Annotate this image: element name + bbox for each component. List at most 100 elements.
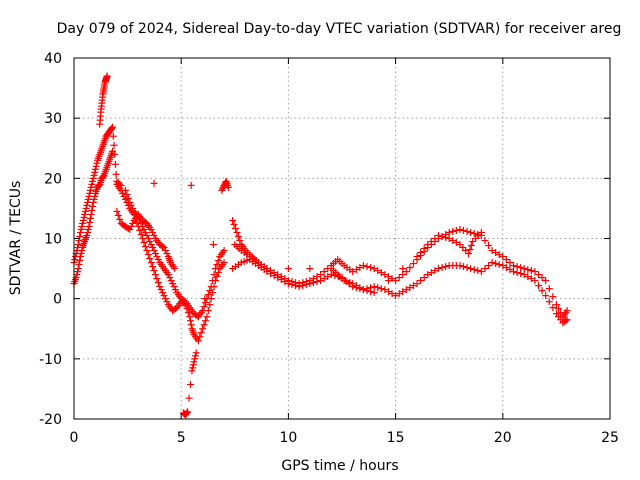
data-point	[147, 241, 155, 249]
data-point	[218, 186, 226, 194]
data-point	[292, 282, 300, 290]
y-tick-label: -20	[39, 412, 62, 428]
data-point	[302, 281, 310, 289]
data-point	[163, 250, 171, 258]
data-point	[151, 271, 159, 279]
series-trace-lower-mid	[121, 186, 228, 321]
data-point	[527, 267, 535, 275]
data-point	[370, 283, 378, 291]
data-point	[141, 243, 149, 251]
data-point	[90, 171, 98, 179]
data-point	[374, 267, 382, 275]
data-point	[194, 337, 202, 345]
y-tick-label: -10	[39, 352, 62, 368]
data-point	[545, 285, 553, 293]
data-point	[384, 277, 392, 285]
data-point	[117, 182, 125, 190]
data-point	[76, 228, 84, 236]
data-point	[154, 256, 162, 264]
data-point	[495, 261, 503, 269]
data-point	[424, 241, 432, 249]
data-point	[313, 278, 321, 286]
data-point	[284, 265, 292, 273]
data-point	[485, 262, 493, 270]
data-point	[147, 259, 155, 267]
data-point	[99, 172, 107, 180]
data-point	[399, 265, 407, 273]
data-point	[277, 276, 285, 284]
data-point	[116, 180, 124, 188]
data-point	[160, 292, 168, 300]
data-point	[86, 214, 94, 222]
data-point	[87, 210, 95, 218]
data-point	[91, 192, 99, 200]
data-point	[520, 265, 528, 273]
data-point	[77, 250, 85, 258]
series-trace-lower-start	[70, 147, 117, 288]
data-point	[149, 228, 157, 236]
data-point	[76, 257, 84, 265]
data-point	[542, 277, 550, 285]
data-point	[76, 253, 84, 261]
data-point	[80, 213, 88, 221]
data-point	[506, 259, 514, 267]
y-tick-label: 0	[53, 292, 62, 308]
data-point	[417, 249, 425, 257]
data-point	[200, 321, 208, 329]
data-point	[207, 283, 215, 291]
data-point	[153, 275, 161, 283]
data-point	[513, 269, 521, 277]
data-point	[150, 247, 158, 255]
data-point	[89, 198, 97, 206]
data-point	[306, 280, 314, 288]
series-trace-mid-late	[231, 228, 485, 297]
data-point	[129, 219, 137, 227]
series-trace-outliers	[113, 177, 232, 419]
data-point	[434, 231, 442, 239]
series-trace-upper-late	[229, 216, 571, 321]
data-point	[438, 232, 446, 240]
data-point	[91, 168, 99, 176]
data-point	[388, 290, 396, 298]
data-point	[187, 321, 195, 329]
data-point	[224, 183, 232, 191]
data-point	[409, 282, 417, 290]
data-point	[324, 273, 332, 281]
data-point	[356, 264, 364, 272]
data-point	[109, 132, 117, 140]
data-point	[93, 159, 101, 167]
data-point	[82, 204, 90, 212]
data-point	[199, 307, 207, 315]
data-point	[229, 216, 237, 224]
data-point	[402, 286, 410, 294]
data-point	[212, 265, 220, 273]
data-point	[349, 280, 357, 288]
data-point	[374, 284, 382, 292]
grid-lines	[74, 58, 610, 419]
data-point	[190, 358, 198, 366]
data-point	[399, 271, 407, 279]
data-point	[206, 301, 214, 309]
data-point	[140, 239, 148, 247]
data-point	[140, 225, 148, 233]
data-point	[114, 211, 122, 219]
data-point	[392, 292, 400, 300]
data-point	[209, 277, 217, 285]
data-point	[129, 204, 137, 212]
x-tick-label: 5	[177, 430, 186, 446]
data-point	[74, 268, 82, 276]
data-point	[151, 250, 159, 258]
data-point	[123, 190, 131, 198]
data-point	[464, 250, 472, 258]
data-point	[406, 264, 414, 272]
data-point	[116, 215, 124, 223]
data-point	[356, 284, 364, 292]
data-point	[171, 286, 179, 294]
data-point	[352, 266, 360, 274]
data-point	[192, 349, 200, 357]
data-point	[81, 207, 89, 215]
data-point	[445, 228, 453, 236]
data-point	[89, 177, 97, 185]
data-point	[474, 230, 482, 238]
